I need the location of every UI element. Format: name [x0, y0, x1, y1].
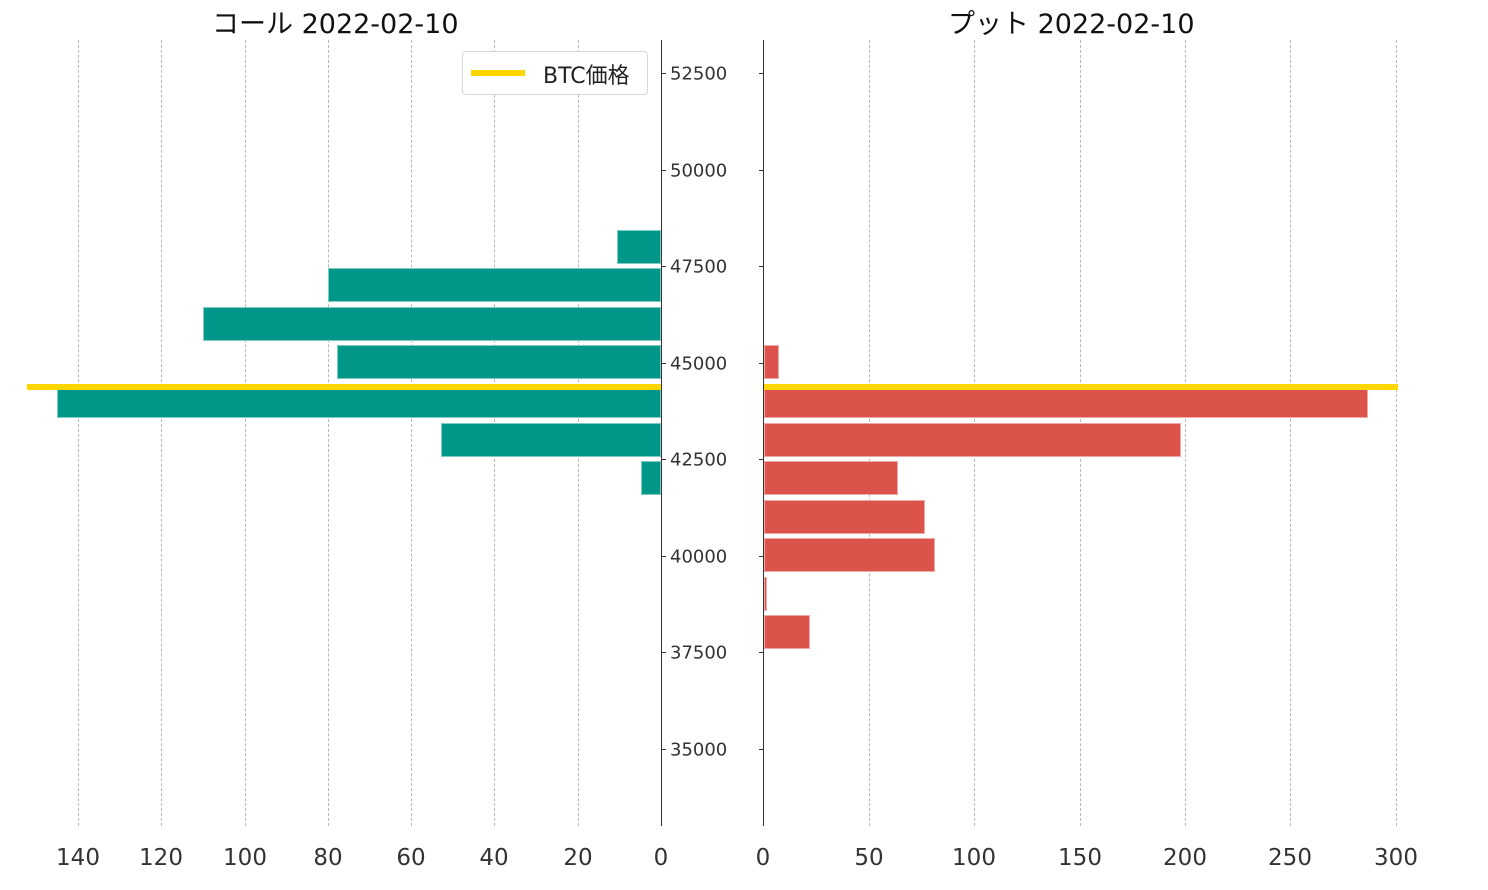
- put-chart-title: プット 2022-02-10: [948, 9, 1195, 40]
- put-x-tick-label: 0: [755, 845, 771, 871]
- call-bar-46000: [203, 307, 661, 341]
- call-gridline: [78, 40, 79, 826]
- y-tick-mark: [759, 266, 764, 267]
- y-tick-mark: [759, 749, 764, 750]
- call-bar-48000: [617, 230, 661, 264]
- y-tick-mark: [661, 363, 666, 364]
- y-tick-mark: [661, 749, 666, 750]
- call-x-tick-label: 80: [313, 845, 343, 871]
- call-chart-title: コール 2022-02-10: [212, 9, 459, 40]
- put-bar-42000: [764, 461, 898, 495]
- y-tick-mark: [661, 652, 666, 653]
- y-tick-label: 42500: [670, 449, 728, 471]
- legend-label: BTC価格: [543, 64, 630, 89]
- call-x-tick-label: 40: [479, 845, 509, 871]
- y-tick-label: 45000: [670, 353, 728, 375]
- put-btc-price-line: [764, 384, 1398, 390]
- put-y-axis-line: [763, 40, 764, 826]
- y-tick-label: 50000: [670, 160, 728, 182]
- call-btc-price-line: [27, 384, 661, 390]
- call-x-tick-label: 60: [396, 845, 426, 871]
- call-gridline: [328, 40, 329, 826]
- put-bar-41000: [764, 500, 925, 534]
- y-tick-mark: [661, 459, 666, 460]
- put-x-tick-label: 250: [1268, 845, 1312, 871]
- y-tick-mark: [759, 556, 764, 557]
- call-gridline: [161, 40, 162, 826]
- put-bar-40000: [764, 538, 935, 572]
- y-tick-mark: [759, 652, 764, 653]
- put-x-tick-label: 50: [854, 845, 884, 871]
- put-gridline: [1290, 40, 1291, 826]
- y-tick-mark: [661, 170, 666, 171]
- y-tick-mark: [661, 73, 666, 74]
- put-x-tick-label: 150: [1058, 845, 1102, 871]
- call-bar-45000: [337, 345, 661, 379]
- y-tick-mark: [759, 363, 764, 364]
- call-gridline: [245, 40, 246, 826]
- put-bar-39000: [764, 577, 767, 611]
- put-bar-38000: [764, 615, 810, 649]
- put-x-tick-label: 100: [952, 845, 996, 871]
- call-bar-47000: [328, 268, 661, 302]
- y-tick-label: 35000: [670, 739, 728, 761]
- y-tick-mark: [759, 170, 764, 171]
- call-x-tick-label: 120: [139, 845, 183, 871]
- y-tick-label: 47500: [670, 256, 728, 278]
- y-tick-mark: [661, 556, 666, 557]
- legend-line-swatch-icon: [471, 70, 525, 76]
- y-tick-label: 52500: [670, 63, 728, 85]
- call-x-tick-label: 100: [223, 845, 267, 871]
- y-tick-label: 37500: [670, 642, 728, 664]
- call-x-tick-label: 140: [56, 845, 100, 871]
- y-tick-mark: [661, 266, 666, 267]
- chart-legend: BTC価格: [462, 51, 648, 95]
- call-bar-42000: [641, 461, 661, 495]
- y-tick-label: 40000: [670, 546, 728, 568]
- call-x-tick-label: 0: [653, 845, 669, 871]
- call-y-axis-line: [661, 40, 662, 826]
- put-x-tick-label: 200: [1163, 845, 1207, 871]
- y-tick-mark: [759, 459, 764, 460]
- put-x-tick-label: 300: [1374, 845, 1418, 871]
- put-bar-43000: [764, 423, 1181, 457]
- put-gridline: [1396, 40, 1397, 826]
- call-gridline: [411, 40, 412, 826]
- put-gridline: [1185, 40, 1186, 826]
- put-bar-45000: [764, 345, 779, 379]
- y-tick-mark: [759, 73, 764, 74]
- call-bar-43000: [441, 423, 661, 457]
- call-x-tick-label: 20: [563, 845, 593, 871]
